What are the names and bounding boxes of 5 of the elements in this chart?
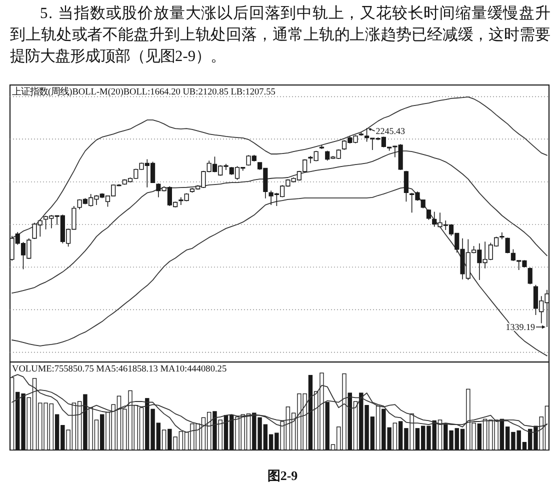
text: 5. 当指数或股价放量大涨以后回落到中轨上，又花较长时间缩量缓慢盘升到上轨处或者不能盘升到上轨处回落，通常上轨的上涨趋势已经减缓，这时需要提防大盘形成顶部（见图2-9）。	[10, 5, 550, 65]
chart-title: 上证指数(周线)BOLL-M(20)BOLL:1664.20 UB:2120.85 LB:1207.55	[12, 86, 276, 98]
annotation: 2245.43	[376, 126, 406, 136]
chart-title: VOLUME:755850.75 MA5:461858.13 MA10:444080.25	[12, 364, 227, 374]
caption: 图2-9	[267, 468, 298, 483]
